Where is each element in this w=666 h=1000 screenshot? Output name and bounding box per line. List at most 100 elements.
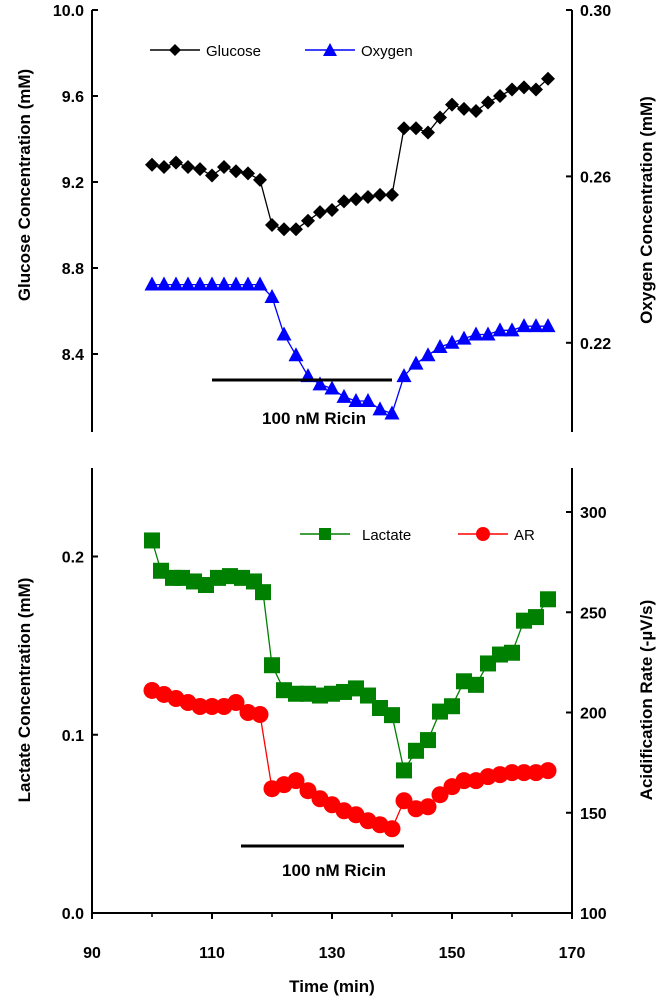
- ar-point: [539, 762, 557, 780]
- glucose-point: [349, 192, 363, 207]
- lactate-point: [264, 657, 280, 674]
- glucose-point: [229, 164, 243, 179]
- oxygen-point: [432, 338, 448, 353]
- oxygen-point: [156, 276, 172, 291]
- ar-point: [503, 764, 521, 782]
- legend-glucose-marker: [169, 44, 181, 56]
- series-ar: [143, 681, 557, 838]
- tick-label: 300: [580, 505, 607, 522]
- oxygen-point: [372, 401, 388, 416]
- legend-lactate-label: Lactate: [362, 527, 411, 544]
- glucose-point: [337, 194, 351, 209]
- oxygen-point: [180, 276, 196, 291]
- oxygen-point: [468, 326, 484, 341]
- top-ricin-label: 100 nM Ricin: [262, 409, 366, 428]
- glucose-point: [361, 190, 375, 205]
- bottom-panel: 0.0 0.1 0.2 100 150 200 250 300 90 110 130 150 170…: [15, 468, 656, 996]
- tick-label: 200: [580, 706, 607, 723]
- glucose-point: [493, 89, 507, 103]
- legend-oxygen-marker: [323, 43, 337, 56]
- lactate-point: [396, 762, 412, 779]
- ar-point: [431, 786, 449, 804]
- tick-label: 250: [580, 605, 607, 622]
- oxygen-point: [504, 322, 520, 337]
- ar-point: [251, 706, 269, 724]
- lactate-point: [468, 676, 484, 693]
- glucose-line: [151, 78, 549, 230]
- glucose-point: [205, 168, 219, 183]
- oxygen-point: [240, 276, 256, 291]
- tick-label: 0.0: [62, 906, 84, 923]
- tick-label: 8.4: [62, 347, 84, 364]
- ar-point: [203, 697, 221, 715]
- tick-label: 150: [439, 945, 466, 962]
- top-legend: Glucose Oxygen: [150, 43, 413, 60]
- glucose-point: [193, 162, 207, 177]
- ar-point: [191, 697, 209, 715]
- bottom-ricin-label: 100 nM Ricin: [282, 861, 386, 880]
- glucose-point: [265, 218, 279, 232]
- series-oxygen: [144, 276, 556, 420]
- lactate-point: [360, 687, 376, 704]
- oxygen-point: [288, 347, 304, 362]
- oxygen-point: [312, 376, 328, 391]
- tick-label: 110: [199, 945, 225, 962]
- oxygen-point: [348, 393, 364, 408]
- tick-label: 0.22: [580, 336, 611, 353]
- ar-point: [383, 820, 401, 838]
- oxygen-point: [516, 318, 532, 333]
- tick-label: 130: [319, 945, 346, 962]
- oxygen-axis-label: Oxygen Concentration (mM): [637, 96, 656, 324]
- oxygen-point: [336, 388, 352, 403]
- top-right-ticks: 0.22 0.26 0.30: [566, 3, 611, 353]
- glucose-point: [469, 104, 483, 119]
- oxygen-point: [360, 393, 376, 408]
- glucose-point: [541, 71, 555, 86]
- oxygen-point: [444, 334, 460, 349]
- oxygen-point: [276, 326, 292, 341]
- ar-point: [419, 798, 437, 816]
- glucose-point: [517, 80, 531, 95]
- glucose-point: [325, 202, 339, 217]
- glucose-axis-label: Glucose Concentration (mM): [15, 69, 34, 301]
- tick-label: 0.26: [580, 169, 611, 186]
- oxygen-line: [152, 283, 548, 415]
- top-left-ticks: 8.4 8.8 9.2 9.6 10.0: [53, 3, 98, 364]
- x-axis-label: Time (min): [289, 977, 375, 996]
- oxygen-point: [168, 276, 184, 291]
- tick-label: 8.8: [62, 261, 84, 278]
- ar-point: [227, 693, 245, 711]
- ar-point: [455, 772, 473, 790]
- oxygen-point: [480, 326, 496, 341]
- bottom-right-ticks: 100 150 200 250 300: [566, 505, 607, 923]
- glucose-point: [169, 155, 183, 170]
- tick-label: 9.6: [62, 89, 84, 106]
- tick-label: 0.30: [580, 3, 611, 20]
- lactate-point: [528, 609, 544, 626]
- top-panel: 8.4 8.8 9.2 9.6 10.0 0.22 0.26 0.30 Glucose Co…: [15, 3, 656, 432]
- glucose-point: [157, 159, 171, 174]
- glucose-point: [397, 121, 411, 136]
- oxygen-point: [252, 276, 268, 291]
- legend-glucose-label: Glucose: [206, 43, 261, 60]
- oxygen-point: [492, 322, 508, 337]
- glucose-point: [217, 159, 231, 174]
- lactate-point: [504, 644, 520, 661]
- glucose-point: [505, 82, 519, 97]
- bottom-series: [143, 532, 557, 838]
- legend-oxygen-label: Oxygen: [361, 43, 413, 60]
- glucose-point: [385, 187, 399, 202]
- ar-point: [395, 792, 413, 810]
- lactate-point: [384, 707, 400, 724]
- glucose-point: [301, 213, 315, 228]
- oxygen-point: [540, 318, 556, 333]
- oxygen-point: [384, 405, 400, 420]
- glucose-point: [373, 187, 387, 202]
- ar-point: [515, 764, 533, 782]
- x-ticks: 90 110 130 150 170: [83, 913, 585, 962]
- ar-axis-label: Acidification Rate (-µV/s): [637, 600, 656, 801]
- series-lactate: [144, 532, 556, 779]
- tick-label: 90: [83, 945, 101, 962]
- glucose-point: [181, 159, 195, 174]
- oxygen-point: [528, 318, 544, 333]
